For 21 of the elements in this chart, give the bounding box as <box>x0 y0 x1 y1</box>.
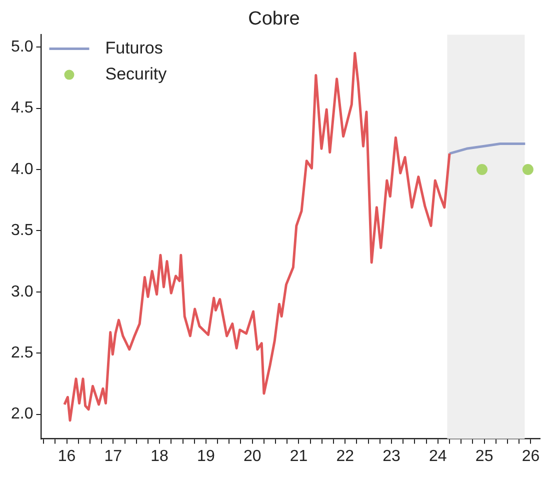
y-tick-label: 4.0 <box>10 160 34 178</box>
y-tick-label: 3.5 <box>10 222 34 240</box>
x-tick-label: 26 <box>522 448 540 465</box>
legend-label: Futuros <box>105 38 163 58</box>
x-tick-label: 21 <box>290 448 308 465</box>
x-tick-label: 22 <box>336 448 354 465</box>
y-tick-label: 3.0 <box>10 283 34 300</box>
legend-label: Security <box>105 64 168 84</box>
y-tick-label: 2.0 <box>10 406 34 423</box>
x-tick-label: 20 <box>243 448 262 465</box>
x-tick-label: 19 <box>197 448 215 465</box>
x-tick-label: 24 <box>429 448 447 465</box>
y-tick-label: 5.0 <box>10 38 34 56</box>
x-tick-label: 17 <box>104 448 122 465</box>
chart-title: Cobre <box>248 8 300 30</box>
y-tick-label: 4.5 <box>10 100 34 117</box>
x-tick-label: 18 <box>150 448 169 465</box>
y-tick-label: 2.5 <box>10 344 34 362</box>
x-tick-label: 16 <box>58 448 76 465</box>
x-tick-label: 25 <box>475 448 494 465</box>
x-tick-label: 23 <box>382 448 401 465</box>
